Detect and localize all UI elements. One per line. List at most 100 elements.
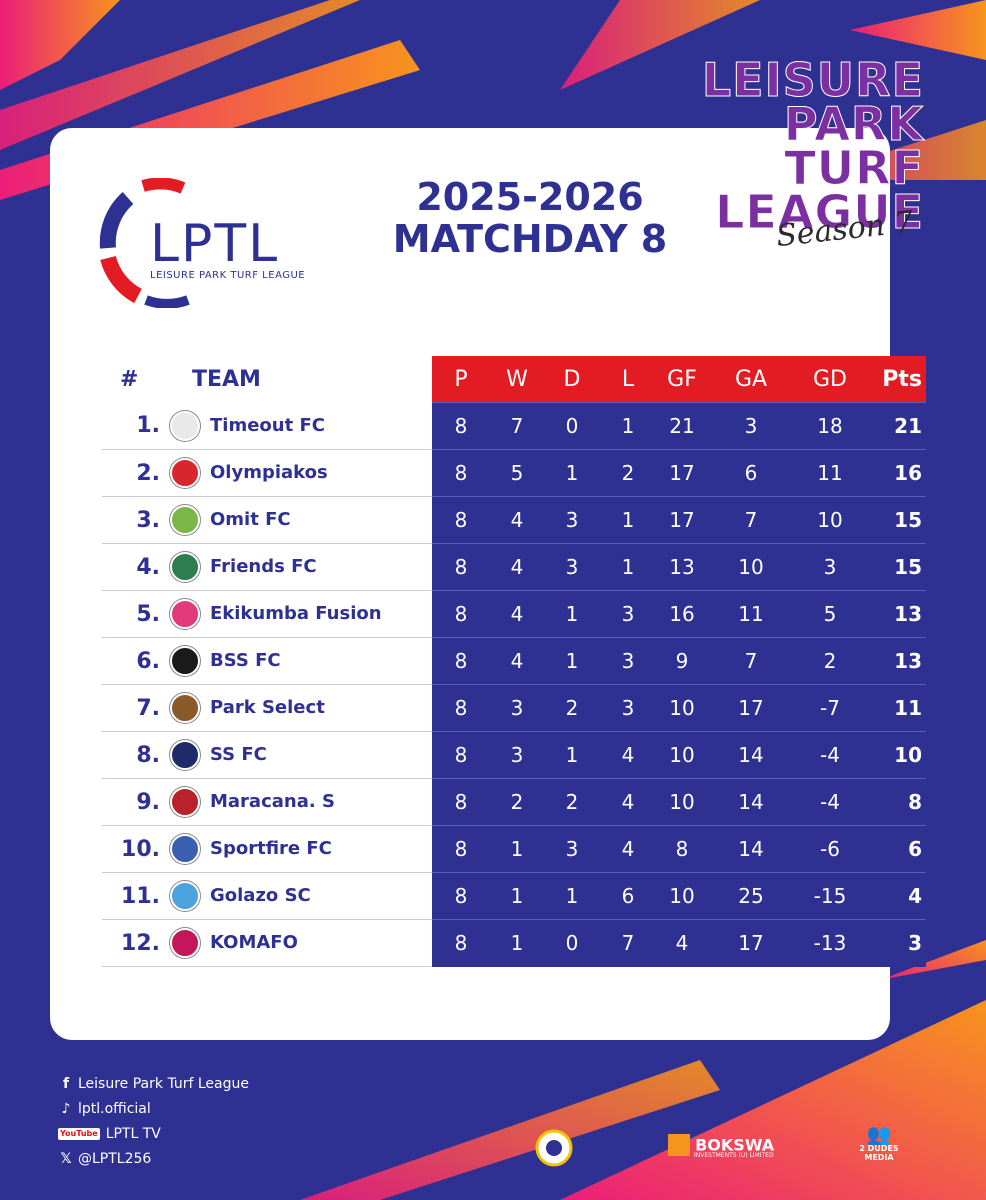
stat-w: 4 [490, 543, 544, 591]
facebook-icon: f [62, 1076, 70, 1092]
col-header: L [600, 356, 656, 403]
stat-l: 3 [600, 637, 656, 685]
stat-l: 1 [600, 402, 656, 450]
stat-pts: 10 [866, 731, 926, 779]
stat-l: 3 [600, 684, 656, 732]
two-dudes-name: 2 DUDES MEDIA [859, 1144, 899, 1162]
stat-pts: 6 [866, 825, 926, 873]
team-cell: Sportfire FC [164, 825, 432, 873]
stat-pts: 8 [866, 778, 926, 826]
bokswa-icon [668, 1134, 690, 1156]
stat-d: 1 [544, 731, 600, 779]
stat-gf: 4 [656, 919, 708, 967]
stat-gd: 3 [794, 543, 866, 591]
stat-gd: -4 [794, 778, 866, 826]
stat-l: 4 [600, 825, 656, 873]
stat-gf: 10 [656, 731, 708, 779]
youtube-link[interactable]: YouTube LPTL TV [58, 1122, 249, 1147]
matchday-label: MATCHDAY 8 [392, 217, 668, 261]
twitter-link[interactable]: 𝕏 @LPTL256 [58, 1147, 249, 1172]
team-cell: Maracana. S [164, 778, 432, 826]
stat-gf: 17 [656, 496, 708, 544]
stat-p: 8 [432, 919, 490, 967]
two-dudes-sponsor: 👥 2 DUDES MEDIA [856, 1124, 902, 1162]
stat-gd: 11 [794, 449, 866, 497]
team-position: 5. [102, 590, 164, 638]
matchday-heading: 2025-2026 MATCHDAY 8 [360, 176, 700, 260]
stat-d: 3 [544, 825, 600, 873]
team-cell: BSS FC [164, 637, 432, 685]
stat-w: 1 [490, 919, 544, 967]
stat-gd: 18 [794, 402, 866, 450]
stat-pts: 13 [866, 590, 926, 638]
table-row: 2. Olympiakos 8 5 1 2 17 6 11 16 [102, 449, 926, 497]
federation-logo-icon [535, 1129, 573, 1167]
season-years: 2025-2026 [416, 175, 644, 219]
stat-d: 2 [544, 684, 600, 732]
stat-pts: 15 [866, 496, 926, 544]
col-header: GF [656, 356, 708, 403]
stat-pts: 3 [866, 919, 926, 967]
bokswa-subtitle: INVESTMENTS (U) LIMITED [694, 1152, 774, 1159]
team-name: Park Select [210, 697, 325, 718]
stat-p: 8 [432, 872, 490, 920]
team-position: 11. [102, 872, 164, 920]
table-row: 9. Maracana. S 8 2 2 4 10 14 -4 8 [102, 778, 926, 826]
stat-d: 1 [544, 637, 600, 685]
stat-p: 8 [432, 731, 490, 779]
title-line: TURF [784, 141, 924, 195]
stat-l: 4 [600, 731, 656, 779]
stat-pts: 11 [866, 684, 926, 732]
table-header: # TEAM P W D L GF GA GD Pts [102, 356, 926, 403]
table-row: 11. Golazo SC 8 1 1 6 10 25 -15 4 [102, 872, 926, 920]
standings-body: 1. Timeout FC 8 7 0 1 21 3 18 21 2. Olympiakos 8 5 1 2 1… [102, 402, 926, 967]
col-header: P [432, 356, 490, 403]
title-line: LEISURE [701, 53, 924, 107]
stat-d: 3 [544, 496, 600, 544]
team-name: Omit FC [210, 509, 291, 530]
team-cell: Friends FC [164, 543, 432, 591]
stat-d: 1 [544, 449, 600, 497]
team-crest-icon [170, 834, 200, 864]
stat-gf: 10 [656, 684, 708, 732]
team-position: 6. [102, 637, 164, 685]
stat-p: 8 [432, 684, 490, 732]
team-crest-icon [170, 740, 200, 770]
stat-ga: 3 [708, 402, 794, 450]
team-name: Maracana. S [210, 791, 335, 812]
stat-gd: -6 [794, 825, 866, 873]
team-position: 9. [102, 778, 164, 826]
stat-w: 3 [490, 731, 544, 779]
stat-ga: 7 [708, 496, 794, 544]
team-crest-icon [170, 693, 200, 723]
stat-pts: 21 [866, 402, 926, 450]
twitter-handle: @LPTL256 [78, 1151, 152, 1167]
stat-l: 4 [600, 778, 656, 826]
stat-p: 8 [432, 825, 490, 873]
stat-w: 2 [490, 778, 544, 826]
stat-gf: 10 [656, 872, 708, 920]
stat-ga: 14 [708, 825, 794, 873]
table-row: 8. SS FC 8 3 1 4 10 14 -4 10 [102, 731, 926, 779]
facebook-link[interactable]: f Leisure Park Turf League [58, 1072, 249, 1097]
stat-w: 1 [490, 825, 544, 873]
team-crest-icon [170, 646, 200, 676]
table-row: 7. Park Select 8 3 2 3 10 17 -7 11 [102, 684, 926, 732]
team-name: Timeout FC [210, 414, 325, 436]
stat-w: 4 [490, 637, 544, 685]
tiktok-link[interactable]: ♪ lptl.official [58, 1097, 249, 1122]
standings-table: # TEAM P W D L GF GA GD Pts 1. Timeout FC… [102, 356, 926, 967]
col-header: W [490, 356, 544, 403]
team-name: Golazo SC [210, 885, 311, 906]
stat-gf: 10 [656, 778, 708, 826]
stat-d: 0 [544, 402, 600, 450]
team-cell: Golazo SC [164, 872, 432, 920]
stat-gf: 8 [656, 825, 708, 873]
stat-d: 3 [544, 543, 600, 591]
team-position: 1. [102, 402, 164, 450]
x-icon: 𝕏 [60, 1151, 72, 1167]
stat-ga: 14 [708, 731, 794, 779]
team-crest-icon [170, 787, 200, 817]
stat-d: 1 [544, 590, 600, 638]
col-header: GA [708, 356, 794, 403]
